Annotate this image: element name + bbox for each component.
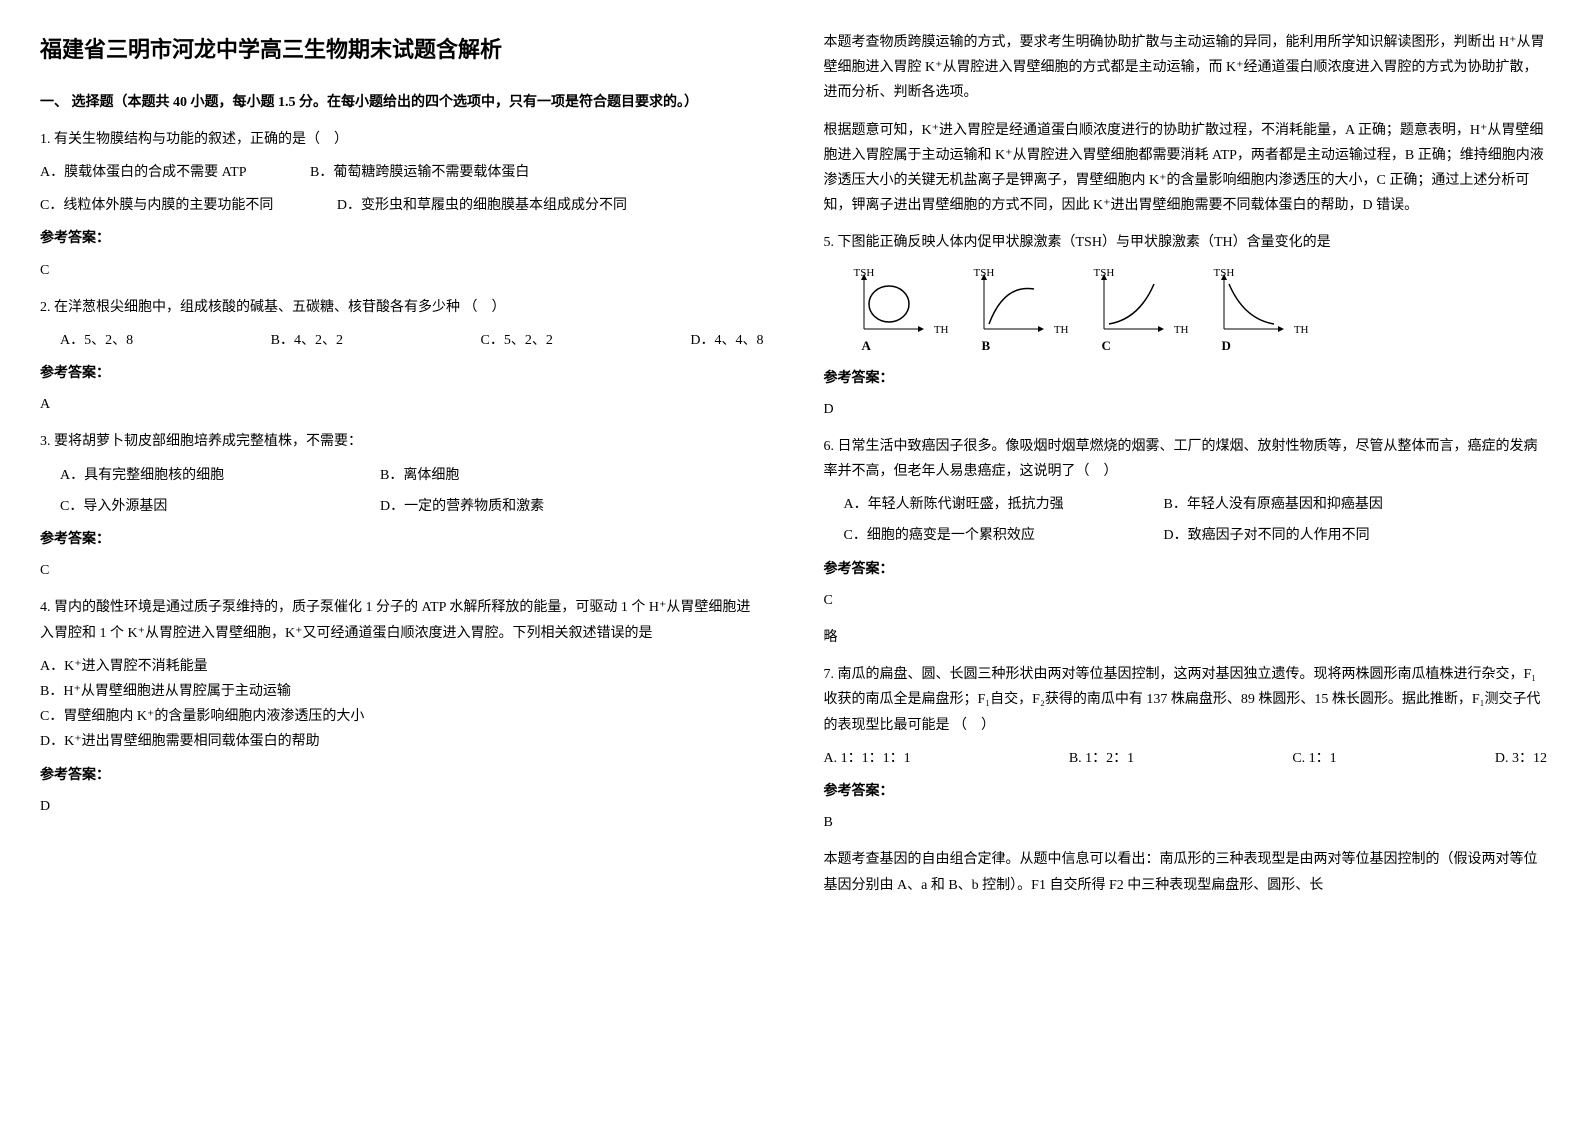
q3-answer-label: 参考答案：: [40, 527, 764, 552]
chart-c: TSH TH C: [1084, 266, 1184, 356]
q7-answer-label: 参考答案：: [824, 779, 1548, 804]
q7-text: 7. 南瓜的扁盘、圆、长圆三种形状由两对等位基因控制，这两对基因独立遗传。现将两…: [824, 662, 1548, 738]
q2-options: A．5、2、8 B．4、2、2 C．5、2、2 D．4、4、8: [60, 328, 764, 353]
q3-opt-b: B．离体细胞: [380, 463, 459, 488]
q2-text: 2. 在洋葱根尖细胞中，组成核酸的碱基、五碳糖、核苷酸各有多少种 （ ）: [40, 295, 764, 320]
q4-opt-d: D．K⁺进出胃壁细胞需要相同载体蛋白的帮助: [40, 729, 764, 754]
q3-opt-a: A．具有完整细胞核的细胞: [60, 463, 380, 488]
chart-c-svg: [1099, 274, 1169, 334]
question-1: 1. 有关生物膜结构与功能的叙述，正确的是（ ） A．膜载体蛋白的合成不需要 A…: [40, 127, 764, 283]
q3-text: 3. 要将胡萝卜韧皮部细胞培养成完整植株，不需要：: [40, 429, 764, 454]
q4-opt-c: C．胃壁细胞内 K⁺的含量影响细胞内液渗透压的大小: [40, 704, 764, 729]
chart-b-xlabel: TH: [1054, 321, 1069, 341]
q4-answer-label: 参考答案：: [40, 763, 764, 788]
q2-opt-d: D．4、4、8: [690, 328, 763, 353]
q3-options: A．具有完整细胞核的细胞 B．离体细胞 C．导入外源基因 D．一定的营养物质和激…: [60, 463, 764, 519]
chart-a: TSH TH A: [844, 266, 944, 356]
q1-opt-a: A．膜载体蛋白的合成不需要 ATP: [40, 165, 247, 180]
q6-note: 略: [824, 625, 1548, 650]
q5-text: 5. 下图能正确反映人体内促甲状腺激素（TSH）与甲状腺激素（TH）含量变化的是: [824, 230, 1548, 255]
q1-options-row2: C．线粒体外膜与内膜的主要功能不同 D．变形虫和草履虫的细胞膜基本组成成分不同: [40, 193, 764, 218]
q5-answer: D: [824, 397, 1548, 422]
q4-answer: D: [40, 794, 764, 819]
q2-opt-b: B．4、2、2: [271, 328, 343, 353]
chart-d-xlabel: TH: [1294, 321, 1309, 341]
question-2: 2. 在洋葱根尖细胞中，组成核酸的碱基、五碳糖、核苷酸各有多少种 （ ） A．5…: [40, 295, 764, 418]
q4-text: 4. 胃内的酸性环境是通过质子泵维持的，质子泵催化 1 分子的 ATP 水解所释…: [40, 595, 764, 645]
q7-opt-d: D. 3：12: [1495, 746, 1547, 771]
question-7: 7. 南瓜的扁盘、圆、长圆三种形状由两对等位基因控制，这两对基因独立遗传。现将两…: [824, 662, 1548, 898]
question-4: 4. 胃内的酸性环境是通过质子泵维持的，质子泵催化 1 分子的 ATP 水解所释…: [40, 595, 764, 819]
q4-explanation-2: 根据题意可知，K⁺进入胃腔是经通道蛋白顺浓度进行的协助扩散过程，不消耗能量，A …: [824, 118, 1548, 219]
chart-d-svg: [1219, 274, 1289, 334]
q7-explanation: 本题考查基因的自由组合定律。从题中信息可以看出：南瓜形的三种表现型是由两对等位基…: [824, 847, 1548, 897]
q4-opt-a: A．K⁺进入胃腔不消耗能量: [40, 654, 764, 679]
chart-a-xlabel: TH: [934, 321, 949, 341]
q6-opt-c: C．细胞的癌变是一个累积效应: [844, 523, 1164, 548]
q1-opt-d: D．变形虫和草履虫的细胞膜基本组成成分不同: [337, 198, 627, 213]
q1-options-row1: A．膜载体蛋白的合成不需要 ATP B．葡萄糖跨膜运输不需要载体蛋白: [40, 160, 764, 185]
q7-answer: B: [824, 810, 1548, 835]
chart-b-opt: B: [982, 334, 991, 357]
q4-explanation-1: 本题考查物质跨膜运输的方式，要求考生明确协助扩散与主动运输的异同，能利用所学知识…: [824, 30, 1548, 106]
q5-answer-label: 参考答案：: [824, 366, 1548, 391]
q2-answer-label: 参考答案：: [40, 361, 764, 386]
q4-opt-b: B．H⁺从胃壁细胞进从胃腔属于主动运输: [40, 679, 764, 704]
q6-text: 6. 日常生活中致癌因子很多。像吸烟时烟草燃烧的烟雾、工厂的煤烟、放射性物质等，…: [824, 434, 1548, 484]
q3-opt-d: D．一定的营养物质和激素: [380, 494, 544, 519]
q6-answer-label: 参考答案：: [824, 557, 1548, 582]
q7-options: A. 1：1：1：1 B. 1：2：1 C. 1：1 D. 3：12: [824, 746, 1548, 771]
q2-opt-a: A．5、2、8: [60, 328, 133, 353]
q1-answer-label: 参考答案：: [40, 226, 764, 251]
q1-text: 1. 有关生物膜结构与功能的叙述，正确的是（ ）: [40, 127, 764, 152]
q6-opt-a: A．年轻人新陈代谢旺盛，抵抗力强: [844, 492, 1164, 517]
q6-options: A．年轻人新陈代谢旺盛，抵抗力强 B．年轻人没有原癌基因和抑癌基因 C．细胞的癌…: [844, 492, 1548, 548]
question-5: 5. 下图能正确反映人体内促甲状腺激素（TSH）与甲状腺激素（TH）含量变化的是…: [824, 230, 1548, 422]
left-column: 福建省三明市河龙中学高三生物期末试题含解析 一、 选择题（本题共 40 小题，每…: [40, 30, 764, 910]
q1-opt-c: C．线粒体外膜与内膜的主要功能不同: [40, 198, 273, 213]
chart-c-xlabel: TH: [1174, 321, 1189, 341]
section-1-header: 一、 选择题（本题共 40 小题，每小题 1.5 分。在每小题给出的四个选项中，…: [40, 90, 764, 115]
q7-opt-c: C. 1：1: [1292, 746, 1336, 771]
q1-answer: C: [40, 258, 764, 283]
q2-answer: A: [40, 392, 764, 417]
q3-opt-c: C．导入外源基因: [60, 494, 380, 519]
q3-answer: C: [40, 558, 764, 583]
chart-a-svg: [859, 274, 929, 334]
chart-b-svg: [979, 274, 1049, 334]
q5-charts: TSH TH A TSH: [844, 266, 1548, 356]
document-title: 福建省三明市河龙中学高三生物期末试题含解析: [40, 30, 764, 70]
question-6: 6. 日常生活中致癌因子很多。像吸烟时烟草燃烧的烟雾、工厂的煤烟、放射性物质等，…: [824, 434, 1548, 650]
q2-opt-c: C．5、2、2: [481, 328, 553, 353]
q7-opt-a: A. 1：1：1：1: [824, 746, 911, 771]
q7-opt-b: B. 1：2：1: [1069, 746, 1134, 771]
chart-c-opt: C: [1102, 334, 1111, 357]
chart-d-opt: D: [1222, 334, 1231, 357]
question-3: 3. 要将胡萝卜韧皮部细胞培养成完整植株，不需要： A．具有完整细胞核的细胞 B…: [40, 429, 764, 583]
q6-answer: C: [824, 588, 1548, 613]
q6-opt-b: B．年轻人没有原癌基因和抑癌基因: [1164, 492, 1383, 517]
right-column: 本题考查物质跨膜运输的方式，要求考生明确协助扩散与主动运输的异同，能利用所学知识…: [824, 30, 1548, 910]
chart-a-opt: A: [862, 334, 871, 357]
chart-d: TSH TH D: [1204, 266, 1304, 356]
q6-opt-d: D．致癌因子对不同的人作用不同: [1164, 523, 1370, 548]
q1-opt-b: B．葡萄糖跨膜运输不需要载体蛋白: [310, 165, 529, 180]
chart-b: TSH TH B: [964, 266, 1064, 356]
